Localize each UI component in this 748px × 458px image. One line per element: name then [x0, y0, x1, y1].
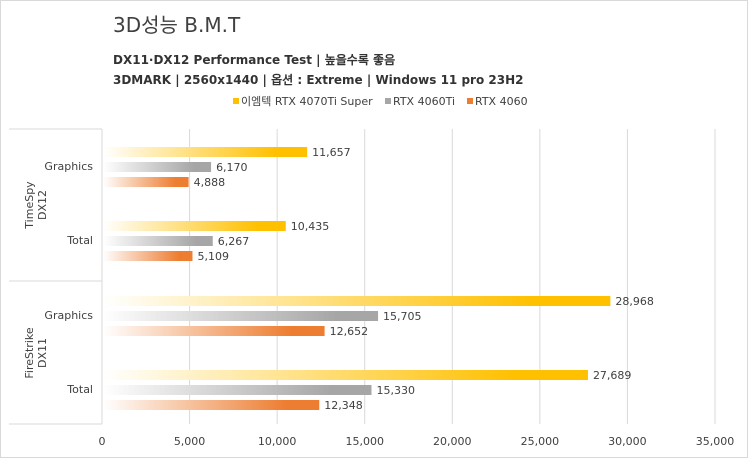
x-tick-label: 30,000 — [608, 435, 647, 448]
bar — [103, 370, 588, 380]
data-label: 10,435 — [291, 220, 330, 233]
data-label: 15,330 — [376, 384, 415, 397]
data-label: 12,652 — [330, 325, 369, 338]
data-label: 6,267 — [218, 235, 250, 248]
bar — [103, 147, 308, 157]
bar — [103, 177, 189, 187]
legend-label: RTX 4060 — [475, 95, 528, 108]
legend-swatch — [385, 98, 391, 104]
legend-label: 이엠텍 RTX 4070Ti Super — [241, 95, 373, 108]
bar — [103, 385, 372, 395]
bar — [103, 296, 611, 306]
x-tick-label: 10,000 — [258, 435, 297, 448]
data-label: 27,689 — [593, 369, 632, 382]
bar — [103, 236, 213, 246]
bar — [103, 221, 286, 231]
bar — [103, 251, 193, 261]
data-label: 6,170 — [216, 161, 248, 174]
x-tick-label: 5,000 — [174, 435, 206, 448]
group-label: TimeSpyDX12 — [23, 181, 49, 230]
data-label: 28,968 — [615, 295, 654, 308]
x-tick-label: 15,000 — [345, 435, 384, 448]
x-tick-label: 25,000 — [521, 435, 560, 448]
category-label: Total — [66, 383, 93, 396]
data-label: 4,888 — [194, 176, 226, 189]
group-label: FireStrikeDX11 — [23, 327, 49, 378]
data-label: 11,657 — [312, 146, 351, 159]
legend-swatch — [467, 98, 473, 104]
data-label: 5,109 — [197, 250, 229, 263]
legend-swatch — [233, 98, 239, 104]
chart-subtitle-2: 3DMARK | 2560x1440 | 옵션 : Extreme | Wind… — [113, 73, 524, 87]
data-label: 15,705 — [383, 310, 422, 323]
category-label: Graphics — [44, 309, 93, 322]
legend-label: RTX 4060Ti — [393, 95, 455, 108]
chart-subtitle-1: DX11·DX12 Performance Test | 높을수록 좋음 — [113, 53, 396, 67]
x-tick-label: 35,000 — [696, 435, 735, 448]
x-tick-label: 20,000 — [433, 435, 472, 448]
chart-title: 3D성능 B.M.T — [113, 13, 241, 37]
category-label: Graphics — [44, 160, 93, 173]
category-label: Total — [66, 234, 93, 247]
bar — [103, 311, 379, 321]
data-label: 12,348 — [324, 399, 363, 412]
x-tick-label: 0 — [99, 435, 106, 448]
bar — [103, 326, 325, 336]
bar — [103, 400, 320, 410]
bar — [103, 162, 212, 172]
